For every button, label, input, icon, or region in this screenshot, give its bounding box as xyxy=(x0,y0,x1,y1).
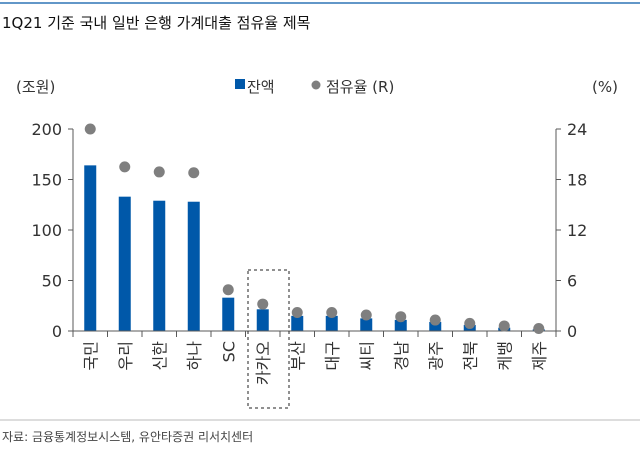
bar-경남 xyxy=(394,319,407,331)
y-tick-label: 150 xyxy=(31,171,62,190)
dot-광주 xyxy=(429,314,441,326)
y2-tick-label: 18 xyxy=(567,171,587,190)
legend-dot-swatch xyxy=(311,80,321,90)
dot-제주 xyxy=(533,322,545,334)
dot-신한 xyxy=(153,166,165,178)
legend-bar-label: 잔액 xyxy=(247,78,275,96)
x-tick-label: 전북 xyxy=(461,341,480,370)
bar-광주 xyxy=(429,321,442,331)
legend-bar-swatch xyxy=(235,79,245,89)
bar-우리 xyxy=(118,196,131,331)
x-tick-label: 국민 xyxy=(81,341,100,370)
bar-국민 xyxy=(84,165,97,331)
x-tick-label: 대구 xyxy=(323,341,342,370)
dot-케뱅 xyxy=(498,320,510,332)
bar-대구 xyxy=(325,315,338,331)
dot-대구 xyxy=(326,306,338,318)
dot-전북 xyxy=(464,317,476,329)
bar-카카오 xyxy=(256,309,269,331)
dot-SC xyxy=(222,284,234,296)
x-tick-label: 경남 xyxy=(392,341,411,371)
x-tick-label: 하나 xyxy=(185,341,204,371)
y2-tick-label: 12 xyxy=(567,221,587,240)
x-tick-label: SC xyxy=(219,341,238,362)
legend: 잔액 점유율 (R) xyxy=(235,78,394,96)
y-tick-label: 50 xyxy=(42,272,62,291)
bar-신한 xyxy=(153,200,166,331)
y2-tick-label: 24 xyxy=(567,120,587,139)
bar-하나 xyxy=(187,201,200,331)
chart-title: 1Q21 기준 국내 일반 은행 가계대출 점유율 제목 xyxy=(2,14,310,32)
y2-tick-label: 6 xyxy=(567,272,577,291)
x-tick-label: 우리 xyxy=(116,341,135,370)
bar-SC xyxy=(222,297,235,331)
legend-dot-label: 점유율 (R) xyxy=(326,78,394,96)
bar-부산 xyxy=(291,315,304,331)
y2-axis-label: (%) xyxy=(592,78,618,96)
dot-부산 xyxy=(291,306,303,318)
y2-tick-label: 0 xyxy=(567,322,577,341)
x-tick-label: 카카오 xyxy=(254,341,273,385)
source-note: 자료: 금융통계정보시스템, 유안타증권 리서치센터 xyxy=(2,430,253,444)
highlight-box xyxy=(247,269,290,409)
dot-카카오 xyxy=(257,298,269,310)
y-tick-label: 200 xyxy=(31,120,62,139)
dot-우리 xyxy=(119,161,131,173)
dot-씨티 xyxy=(360,309,372,321)
x-tick-label: 신한 xyxy=(150,341,169,371)
dot-국민 xyxy=(84,123,96,135)
y-tick-label: 0 xyxy=(52,322,62,341)
bar-씨티 xyxy=(360,318,373,331)
x-tick-label: 케뱅 xyxy=(495,341,514,370)
dot-경남 xyxy=(395,311,407,323)
x-tick-label: 씨티 xyxy=(357,341,376,370)
x-tick-label: 광주 xyxy=(426,341,445,370)
y-tick-label: 100 xyxy=(31,221,62,240)
dot-하나 xyxy=(188,167,200,179)
x-tick-label: 제주 xyxy=(530,341,549,370)
x-tick-label: 부산 xyxy=(288,341,307,371)
y-axis-label: (조원) xyxy=(16,78,55,96)
